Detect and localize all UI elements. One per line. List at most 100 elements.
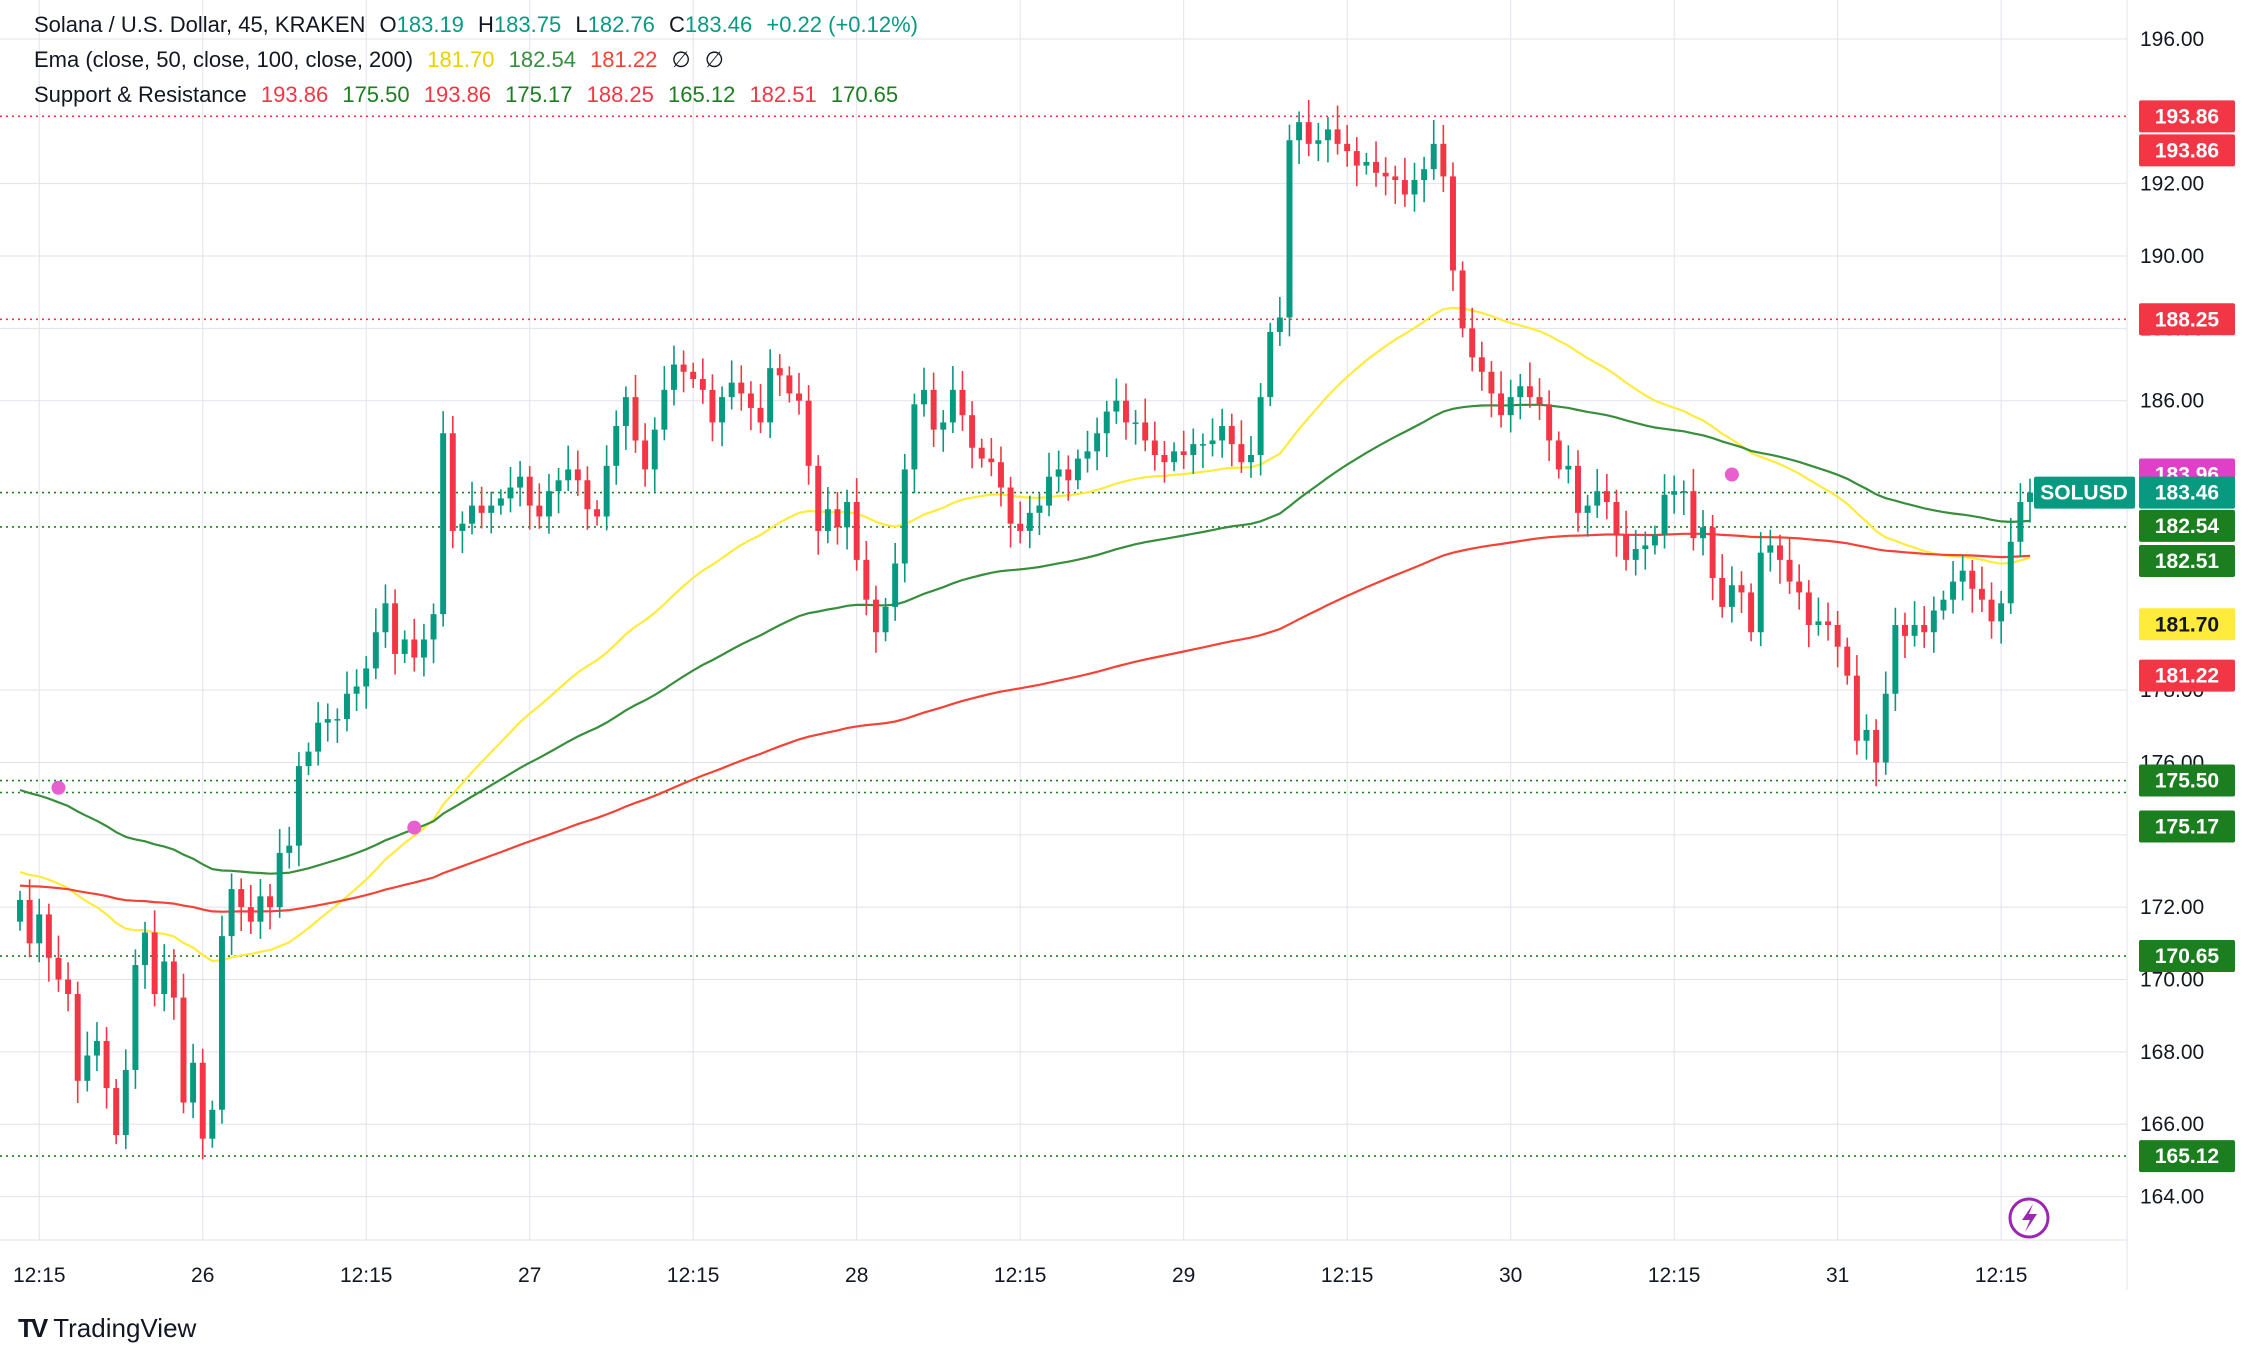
sr-value: 193.86 — [423, 82, 492, 107]
candle-body — [651, 429, 658, 470]
candle-body — [363, 668, 370, 687]
candle-body — [1132, 422, 1139, 424]
time-axis[interactable]: 12:15 26 12:15 27 12:15 28 12:15 29 12:15 30 12:15… — [13, 1264, 2027, 1287]
candle-body — [1700, 527, 1706, 539]
candle-body — [1276, 317, 1283, 332]
ema-empty-value: ∅ — [671, 47, 691, 72]
candle-body — [1651, 534, 1658, 546]
candle-body — [1959, 570, 1966, 582]
ema200-line — [19, 532, 2031, 913]
candle-body — [574, 469, 581, 481]
price-tag — [2139, 544, 2235, 577]
candle-body — [238, 889, 245, 908]
candle-body — [1401, 180, 1408, 195]
candle-body — [411, 639, 418, 658]
candle-body — [1853, 675, 1860, 741]
candle-body — [353, 686, 360, 694]
price-tag-label: 170.65 — [2155, 945, 2220, 968]
tradingview-brand[interactable]: TV TradingView — [18, 1313, 196, 1344]
candle-body — [1151, 440, 1158, 455]
candle-body — [1238, 444, 1245, 463]
candle-body — [997, 462, 1004, 488]
candle-body — [1719, 577, 1726, 607]
price-tag-label: 193.86 — [2155, 105, 2219, 128]
candle-body — [613, 426, 620, 466]
brand-name: TradingView — [53, 1313, 197, 1343]
candle-body — [257, 896, 264, 922]
candle-body — [1084, 451, 1091, 459]
candle-body — [921, 389, 928, 405]
candle-body — [594, 509, 601, 517]
candle-body — [1122, 400, 1129, 423]
candle-body — [1007, 487, 1014, 524]
candle-body — [1844, 646, 1851, 676]
candle-body — [1459, 270, 1466, 329]
candle-body — [1440, 143, 1447, 177]
candle-body — [824, 509, 831, 531]
candle-body — [1950, 581, 1957, 600]
candle-body — [1748, 592, 1755, 633]
candle-body — [1055, 469, 1062, 477]
candle-body — [1103, 411, 1110, 434]
candle-body — [699, 379, 706, 390]
candle-body — [1825, 621, 1832, 625]
candle-body — [1901, 625, 1908, 636]
sr-value: 170.65 — [830, 82, 899, 107]
candle-body — [1680, 491, 1687, 493]
candle-body — [488, 505, 495, 513]
candle-body — [478, 505, 485, 513]
price-tick-label: 186.00 — [2140, 390, 2204, 413]
candle-body — [1507, 397, 1514, 416]
price-tag — [2139, 476, 2235, 509]
candle-body — [401, 639, 408, 654]
candle-body — [892, 563, 899, 607]
candle-body — [2027, 492, 2033, 502]
candle-body — [1305, 122, 1312, 144]
candle-body — [1671, 491, 1678, 495]
price-tag — [2139, 100, 2235, 133]
candle-body — [1892, 625, 1899, 694]
price-tick-label: 172.00 — [2140, 896, 2204, 919]
price-tag — [2139, 303, 2235, 336]
candle-body — [1209, 440, 1216, 445]
price-tag — [2139, 608, 2235, 641]
candle-body — [1786, 559, 1793, 582]
price-tag-label: 183.46 — [2155, 482, 2219, 505]
candle-body — [74, 994, 81, 1081]
candle-body — [1065, 469, 1072, 481]
ema100-line — [19, 403, 2031, 875]
candle-body — [142, 932, 149, 966]
candle-body — [1575, 465, 1581, 513]
sr-value: 165.12 — [668, 82, 736, 107]
candle-body — [305, 751, 312, 767]
price-tag-label: 182.54 — [2155, 515, 2220, 538]
candle-body — [170, 961, 177, 998]
candle-body — [805, 400, 812, 466]
price-tag-label: 181.22 — [2155, 665, 2219, 688]
candle-body — [853, 502, 860, 560]
candle-body — [978, 447, 985, 459]
candle-body — [324, 719, 331, 723]
candle-body — [218, 936, 225, 1110]
candle-body — [1882, 693, 1889, 763]
candle-body — [36, 914, 43, 944]
candle-body — [1776, 545, 1783, 560]
candle-body — [1978, 588, 1985, 600]
symbol-title[interactable]: Solana / U.S. Dollar, 45, KRAKEN — [34, 12, 366, 37]
price-tick-label: 166.00 — [2140, 1113, 2204, 1136]
time-tick-label: 28 — [845, 1264, 868, 1287]
ema-legend-label[interactable]: Ema (close, 50, close, 100, close, 200) — [34, 47, 414, 72]
candle-body — [1546, 404, 1553, 441]
price-change: +0.22 (+0.12%) — [766, 12, 919, 37]
sr-legend-label[interactable]: Support & Resistance — [34, 82, 247, 107]
candle-body — [1257, 397, 1264, 455]
price-tick-label: 190.00 — [2140, 245, 2204, 268]
candle-body — [1796, 581, 1803, 593]
candle-body — [190, 1062, 197, 1103]
candle-body — [84, 1055, 91, 1081]
time-tick-label: 12:15 — [13, 1264, 66, 1287]
candle-body — [738, 382, 745, 394]
candle-body — [161, 961, 168, 994]
replay-icon[interactable] — [2008, 1197, 2050, 1239]
